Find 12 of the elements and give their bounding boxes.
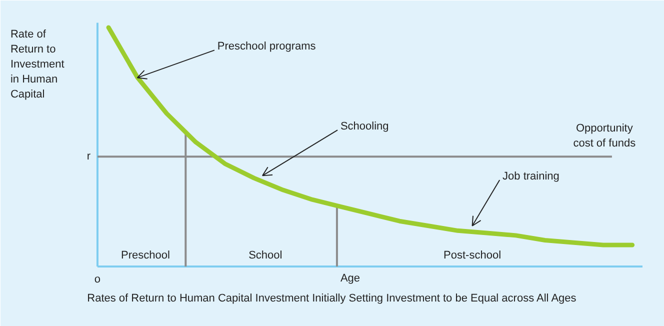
annotation: Preschool programs bbox=[217, 40, 316, 53]
annotation: Schooling bbox=[340, 120, 389, 132]
annotation: School bbox=[248, 250, 282, 262]
annotation: Post-school bbox=[444, 250, 502, 262]
annotation: Opportunity cost of funds bbox=[573, 122, 636, 150]
ref-line-label: r bbox=[86, 150, 91, 163]
text: o bbox=[94, 274, 101, 286]
text: Rates of Return to Human Capital Investment Initially Setting Investment to be Equal across All Ages bbox=[87, 292, 577, 305]
annotation: Job training bbox=[502, 170, 560, 182]
x-axis-title: Age bbox=[340, 272, 360, 284]
annotation: Preschool bbox=[121, 250, 170, 262]
y-axis-title: Rate of Return to Investment in Human Capital bbox=[10, 28, 64, 101]
